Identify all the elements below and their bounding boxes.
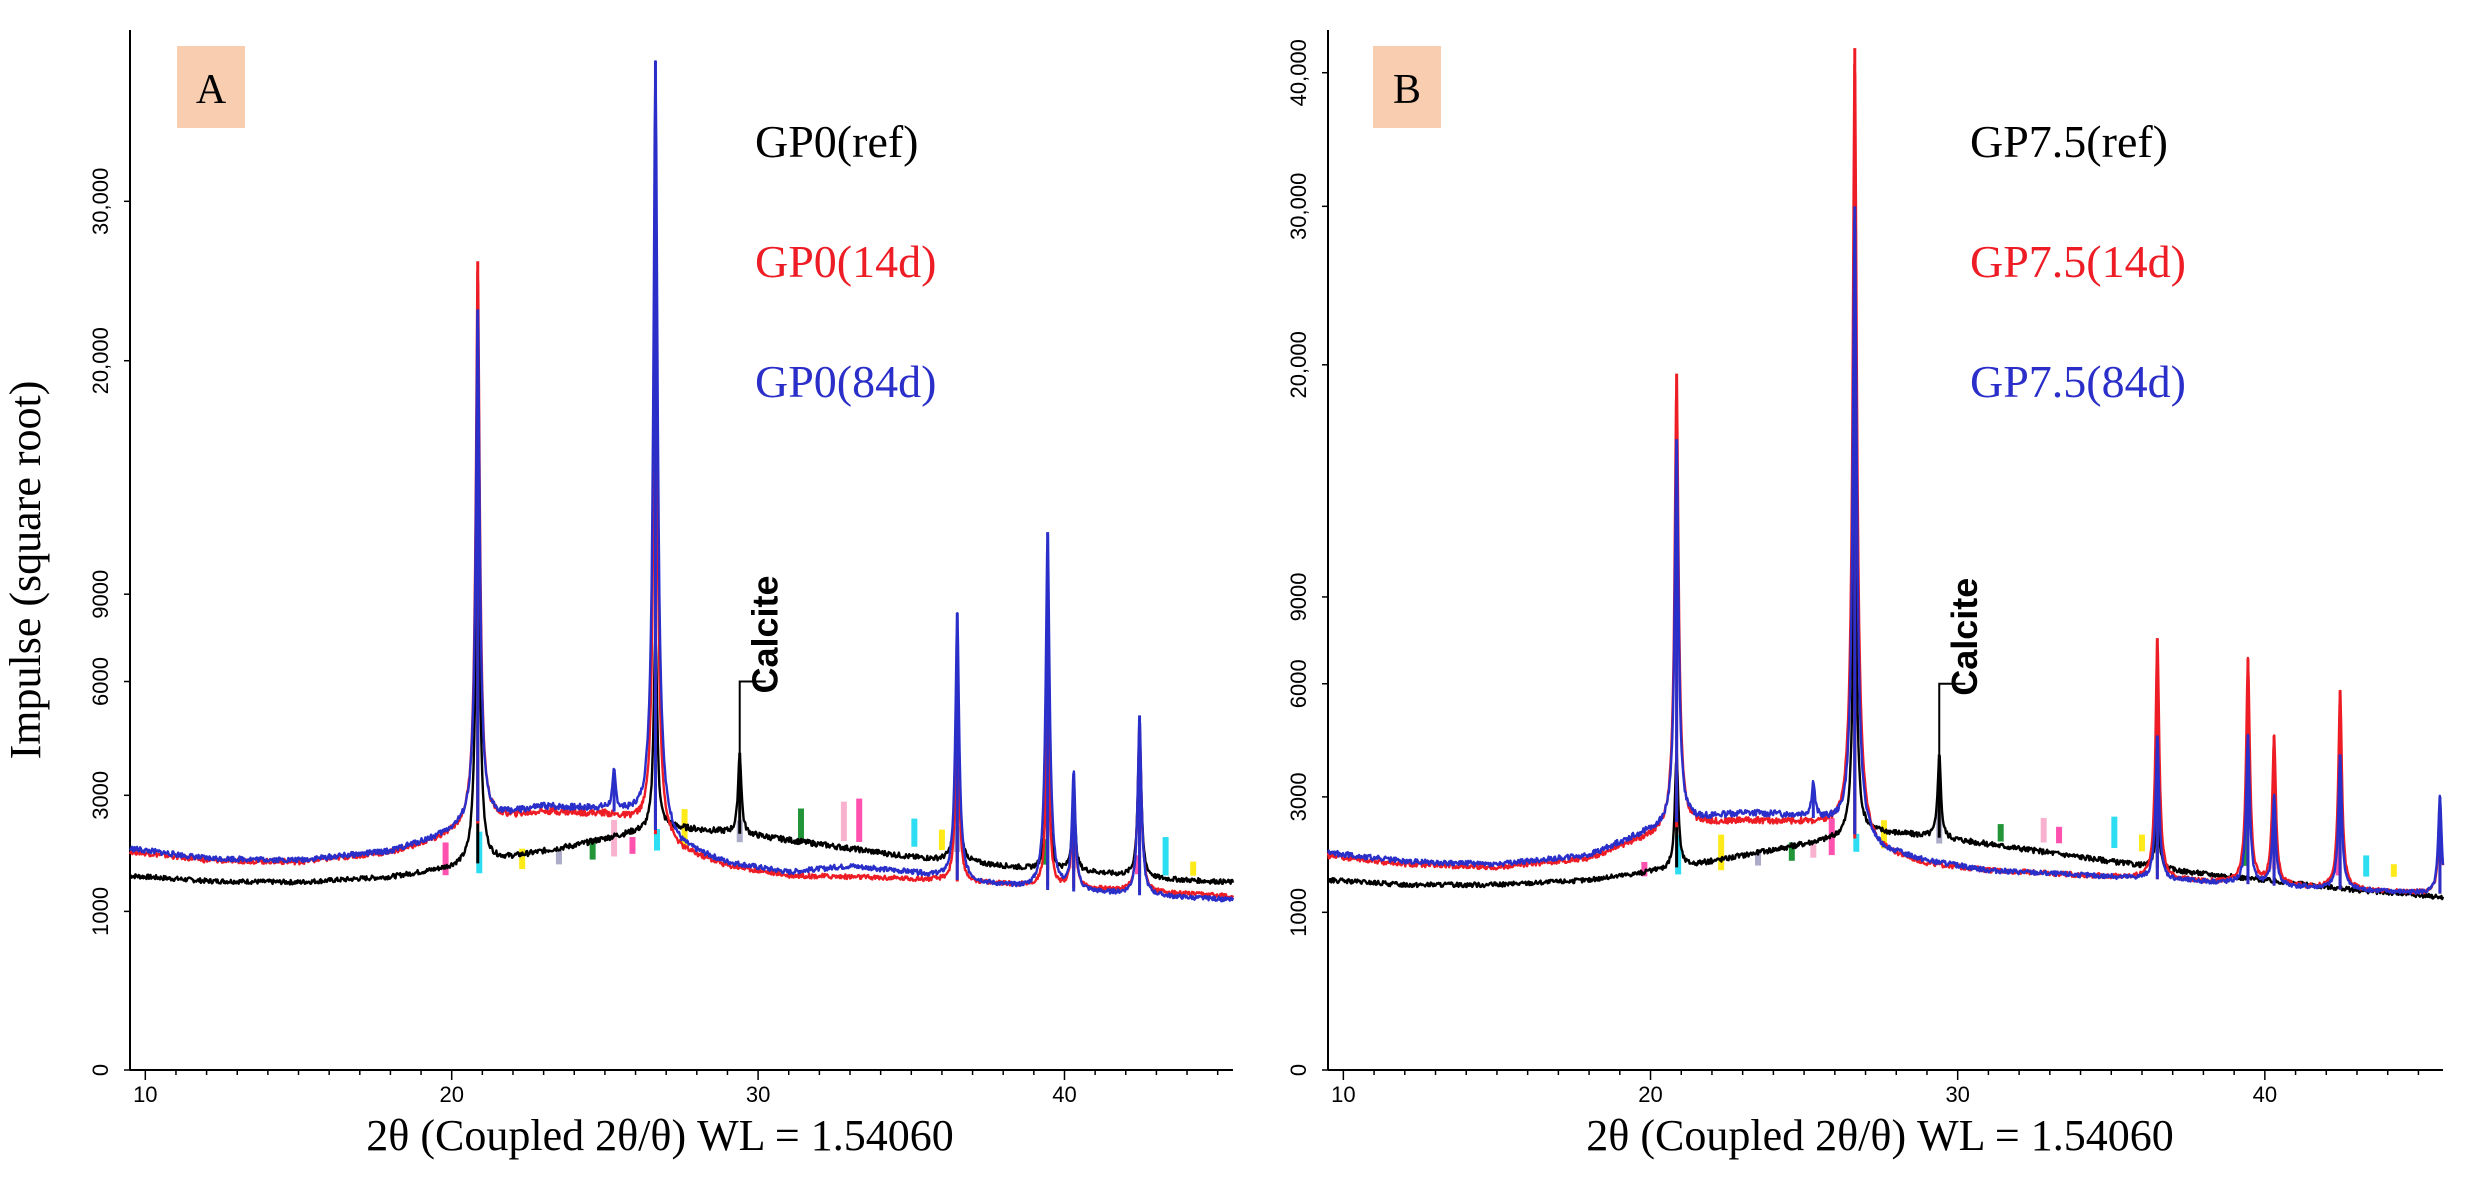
phase-marker-stick (2056, 826, 2063, 844)
phase-marker-stick (856, 798, 863, 842)
x-tick-label: 20 (1638, 1082, 1662, 1107)
panel-a-legend-14d: GP0(14d) (755, 236, 936, 287)
phase-marker-stick (1997, 824, 2004, 842)
calcite-label: Calcite (1944, 578, 1985, 696)
y-tick-label: 30,000 (1286, 173, 1311, 240)
phase-marker-stick (1788, 842, 1795, 861)
series-line-gp7-5-ref- (1326, 530, 2445, 901)
panel-b-calcite-annotation: Calcite (1938, 578, 1985, 763)
phase-marker-stick (1641, 861, 1648, 877)
x-tick-label: 10 (133, 1082, 157, 1107)
phase-marker-stick (2390, 864, 2397, 877)
y-tick-label: 0 (1286, 1064, 1311, 1076)
phase-marker-stick (1675, 835, 1682, 875)
phase-marker-stick (1190, 861, 1197, 876)
panel-b-label: B (1393, 67, 1421, 113)
panel-b-legend-84d: GP7.5(84d) (1970, 356, 2186, 407)
panel-a-minor-ticks (124, 200, 1219, 1080)
panel-b-series (1326, 48, 2445, 901)
phase-marker-stick (1880, 820, 1887, 849)
panel-a-xlabel: 2θ (Coupled 2θ/θ) WL = 1.54060 (366, 1111, 953, 1160)
series-line-gp7-5-14d- (1326, 63, 2445, 895)
y-tick-label: 1000 (1286, 888, 1311, 937)
phase-marker-stick (2335, 840, 2342, 876)
y-tick-label: 20,000 (88, 327, 113, 394)
phase-marker-stick (911, 818, 918, 847)
phase-marker-stick (2111, 816, 2118, 849)
y-tick-label: 40,000 (1286, 39, 1311, 106)
panel-a-legend-ref: GP0(ref) (755, 116, 919, 167)
y-tick-label: 9000 (1286, 572, 1311, 621)
y-tick-label: 0 (88, 1064, 113, 1076)
phase-marker-stick (2040, 817, 2047, 843)
series-line-gp7-5-84d- (1326, 218, 2445, 895)
panel-a-legend-84d: GP0(84d) (755, 356, 936, 407)
panel-a-label-box (177, 46, 245, 128)
phase-marker-stick (1810, 844, 1817, 858)
calcite-label: Calcite (745, 575, 786, 693)
phase-marker-stick (629, 837, 636, 854)
panel-b-label-box (1373, 46, 1441, 128)
y-tick-label: 30,000 (88, 168, 113, 235)
x-tick-label: 30 (746, 1082, 770, 1107)
phase-marker-stick (1043, 839, 1050, 865)
panel-a: 10 20 30 40 0 1000 3000 6000 9000 20,000 30,000 Ca… (1, 30, 1235, 1160)
phase-marker-stick (555, 850, 562, 865)
panel-b-plot-frame (1328, 30, 2443, 1070)
panel-b-xlabel: 2θ (Coupled 2θ/θ) WL = 1.54060 (1586, 1111, 2173, 1160)
phase-marker-stick (938, 829, 945, 851)
phase-marker-stick (1162, 837, 1169, 876)
panel-a-label: A (196, 67, 227, 113)
panel-b-minor-ticks (1322, 71, 2420, 1080)
y-tick-label: 3000 (88, 771, 113, 820)
phase-marker-stick (681, 809, 688, 848)
phase-marker-stick (1755, 853, 1762, 866)
panel-b: 10 20 30 40 0 1000 3000 6000 9000 20,000 30,000 40,… (1286, 30, 2445, 1160)
y-tick-label: 6000 (1286, 659, 1311, 708)
y-tick-label: 9000 (88, 570, 113, 619)
panel-a-calcite-annotation: Calcite (738, 575, 786, 761)
phase-marker-stick (611, 819, 618, 857)
phase-marker-stick (840, 801, 847, 842)
phase-marker-stick (797, 808, 804, 841)
x-tick-label: 30 (1945, 1082, 1969, 1107)
calcite-leader-line (1938, 682, 1966, 763)
calcite-leader-line (738, 680, 766, 761)
phase-marker-stick (1135, 855, 1142, 875)
y-tick-label: 20,000 (1286, 331, 1311, 398)
x-tick-label: 10 (1331, 1082, 1355, 1107)
phase-marker-stick (476, 831, 483, 874)
phase-marker-stick (2138, 834, 2145, 852)
x-tick-label: 40 (2253, 1082, 2277, 1107)
x-tick-label: 40 (1052, 1082, 1076, 1107)
phase-marker-stick (653, 829, 660, 851)
panel-a-series (128, 60, 1235, 903)
panel-a-ylabel: Impulse (square root) (1, 381, 50, 760)
panel-a-plot-frame (130, 30, 1233, 1070)
phase-marker-stick (2363, 855, 2370, 877)
panel-b-legend-14d: GP7.5(14d) (1970, 236, 2186, 287)
y-tick-label: 1000 (88, 887, 113, 936)
phase-marker-stick (519, 848, 526, 870)
panel-b-legend-ref: GP7.5(ref) (1970, 116, 2168, 167)
y-tick-label: 6000 (88, 657, 113, 706)
panel-a-tick-labels: 10 20 30 40 0 1000 3000 6000 9000 20,000 30,000 (88, 168, 1077, 1107)
phase-marker-stick (1853, 833, 1860, 852)
phase-marker-stick (2243, 826, 2250, 866)
phase-marker-stick (589, 841, 596, 860)
x-tick-label: 20 (439, 1082, 463, 1107)
panel-b-tick-labels: 10 20 30 40 0 1000 3000 6000 9000 20,000 30,000 40,… (1286, 39, 2277, 1107)
y-tick-label: 3000 (1286, 772, 1311, 821)
phase-marker-stick (1718, 834, 1725, 871)
phase-marker-stick (442, 842, 449, 876)
